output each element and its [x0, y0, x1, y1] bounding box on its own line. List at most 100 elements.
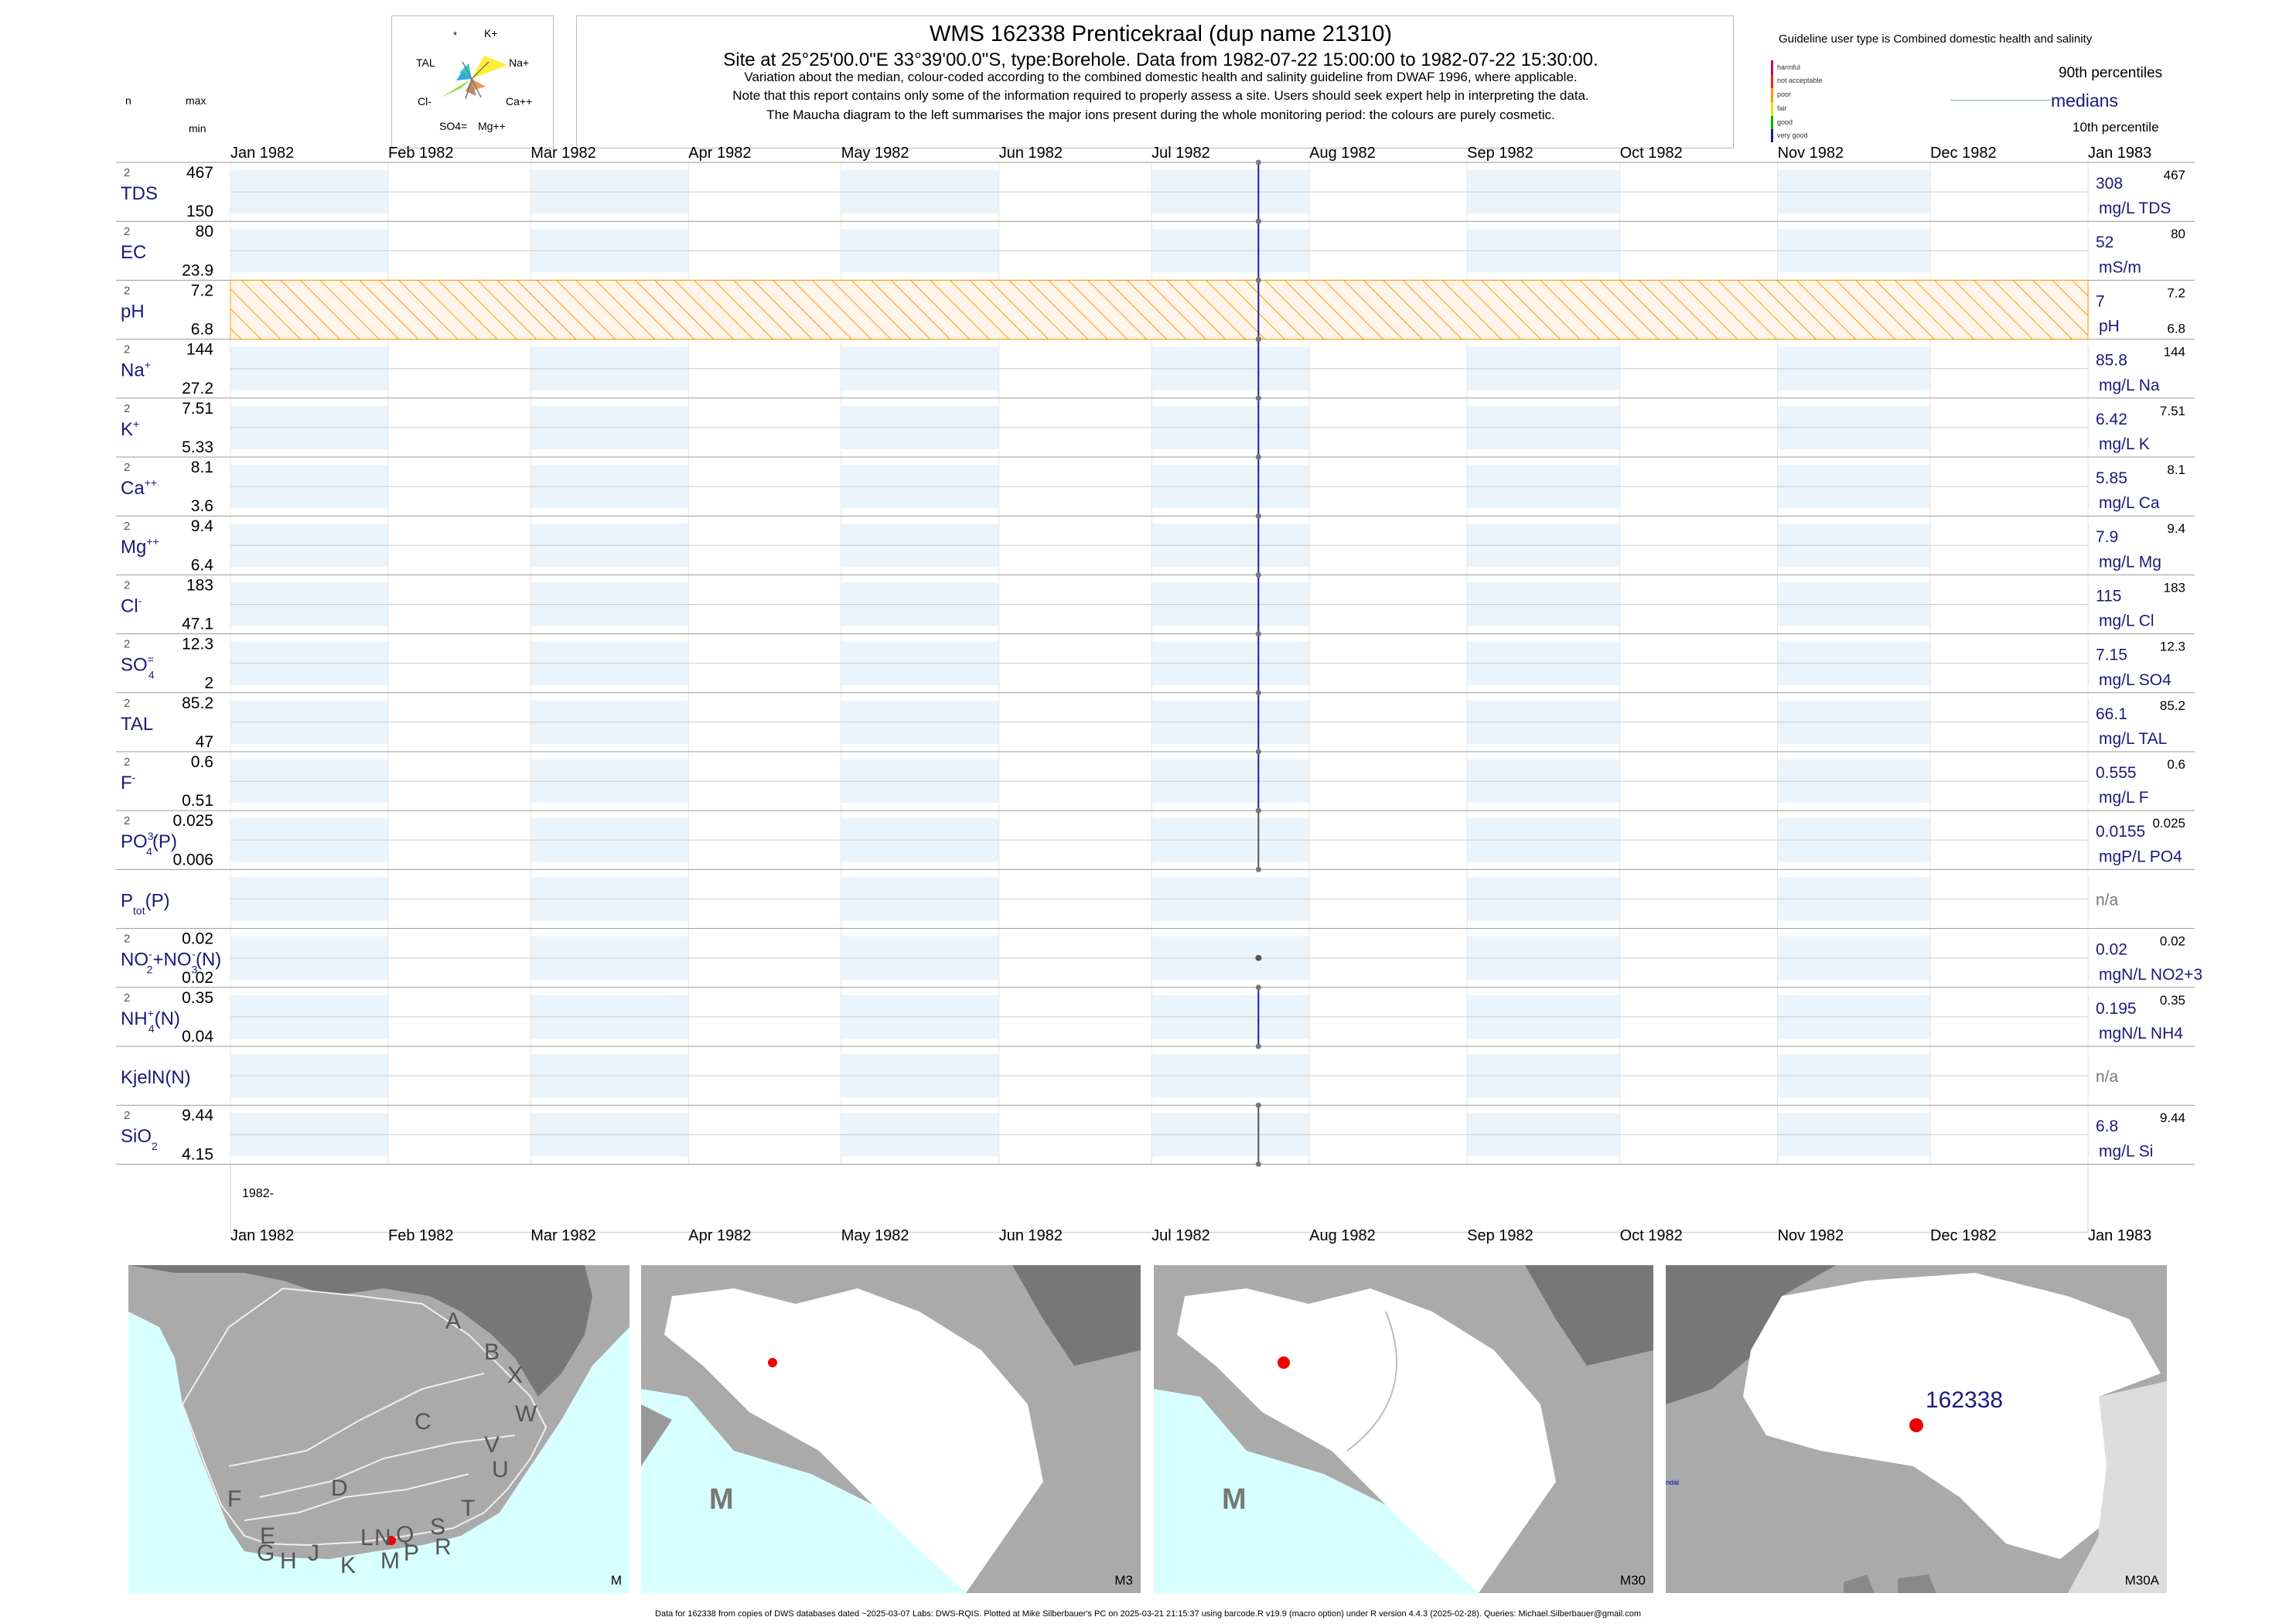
row-p90-value: 12.3	[2160, 640, 2185, 654]
row-max-value: 144	[186, 341, 213, 359]
row-unit: mgP/L PO4	[2099, 848, 2182, 865]
variable-label: EC	[121, 242, 146, 263]
month-label-top: Dec 1982	[1930, 145, 1997, 162]
row-p90-value: 9.4	[2167, 521, 2185, 536]
sample-count: 2	[124, 520, 130, 533]
maucha-label-star: *	[453, 29, 457, 41]
guideline-band-ph	[230, 279, 2089, 340]
month-band	[2088, 465, 2090, 509]
row-unit: mg/L Cl	[2099, 612, 2154, 630]
guideline-level-not-acceptable: not acceptable	[1777, 77, 1823, 84]
sample-count: 2	[124, 402, 130, 415]
sample-max-point	[1255, 218, 1261, 224]
month-label-top: Sep 1982	[1467, 145, 1534, 162]
month-band	[2088, 170, 2090, 214]
row-median-value: 0.02	[2096, 941, 2127, 959]
header-note-2: Note that this report contains only some…	[732, 88, 1589, 103]
region-letter: C	[415, 1409, 432, 1435]
region-letter: W	[515, 1401, 537, 1427]
month-band	[2088, 759, 2090, 803]
region-letter: L	[360, 1525, 374, 1551]
sample-max-point	[1255, 1102, 1261, 1108]
variable-label: Cl-	[121, 594, 142, 616]
variable-label: PO3-4(P)	[121, 830, 177, 858]
row-median-value: n/a	[2096, 1068, 2119, 1086]
region-letter: R	[435, 1534, 452, 1560]
month-band	[2088, 995, 2090, 1039]
row-max-value: 0.025	[172, 812, 213, 830]
maucha-label-ca: Ca++	[506, 95, 532, 107]
row-max-value: 7.51	[182, 400, 213, 418]
row-max-value: 85.2	[182, 694, 213, 712]
sample-count: 2	[124, 756, 130, 769]
sample-count: 2	[124, 697, 130, 710]
row-max-value: 183	[186, 576, 213, 594]
month-band	[2088, 1054, 2090, 1098]
row-min-value: 5.33	[182, 438, 213, 456]
row-unit: mg/L TAL	[2099, 730, 2167, 748]
guideline-level-good: good	[1777, 118, 1793, 126]
row-min-value: 2	[204, 674, 213, 692]
month-label-bottom: Jan 1983	[2088, 1227, 2151, 1244]
month-label-bottom: Feb 1982	[388, 1227, 454, 1244]
guideline-level-poor: poor	[1777, 90, 1792, 98]
map-m30-label: M30	[1619, 1573, 1646, 1588]
row-p90-value: 0.35	[2160, 993, 2185, 1008]
year-label: 1982-	[242, 1187, 274, 1200]
sample-max-point	[1255, 277, 1261, 283]
row-unit: mg/L Mg	[2099, 553, 2161, 571]
sample-count: 2	[124, 225, 130, 238]
row-median-value: 0.555	[2096, 764, 2137, 782]
region-letter: A	[445, 1308, 462, 1334]
row-unit: mg/L Si	[2099, 1142, 2153, 1160]
row-min-value: 0.02	[182, 969, 213, 987]
region-letter: M	[380, 1548, 400, 1574]
sample-point	[1255, 954, 1262, 961]
region-letter: H	[280, 1548, 297, 1574]
sample-max-point	[1255, 454, 1261, 460]
guideline-level-fair: fair	[1777, 104, 1787, 112]
row-max-value: 80	[196, 223, 213, 241]
variable-label: NH+ 4(N)	[121, 1007, 180, 1035]
month-band	[2088, 524, 2090, 568]
sample-count: 2	[124, 991, 130, 1005]
row-unit: mgN/L NH4	[2099, 1025, 2183, 1042]
row-median-value: 115	[2096, 587, 2121, 605]
month-label-top: Jul 1982	[1151, 145, 1210, 162]
header-note-3: The Maucha diagram to the left summarise…	[766, 107, 1555, 122]
row-min-value: 27.2	[182, 380, 213, 397]
month-band	[2088, 936, 2090, 980]
row-median-value: 0.0155	[2096, 823, 2145, 841]
sample-max-point	[1255, 690, 1261, 696]
sample-count: 2	[124, 578, 130, 592]
month-label-top: Oct 1982	[1620, 145, 1683, 162]
month-label-bottom: Jan 1982	[230, 1227, 294, 1244]
month-label-top: Apr 1982	[688, 145, 751, 162]
maucha-sector-na	[472, 56, 507, 79]
month-band	[2088, 582, 2090, 626]
sample-count: 2	[124, 1109, 130, 1122]
row-unit: mg/L F	[2099, 789, 2149, 807]
variable-label: TDS	[121, 183, 158, 204]
region-letter: B	[484, 1339, 500, 1365]
region-letter: V	[484, 1432, 500, 1458]
guideline-title: Guideline user type is Combined domestic…	[1779, 32, 2093, 46]
month-label-bottom: May 1982	[841, 1227, 909, 1244]
sample-max-point	[1255, 513, 1261, 519]
month-label-bottom: Dec 1982	[1930, 1227, 1997, 1244]
month-label-top: Feb 1982	[388, 145, 454, 162]
sample-min-point	[1255, 1043, 1261, 1049]
legend-median: medians	[2051, 90, 2118, 111]
variable-label: pH	[121, 301, 145, 322]
maucha-label-so4: SO4=	[439, 120, 467, 132]
guideline-level-very-good: very good	[1777, 131, 1808, 139]
map-site-label: 162338	[1926, 1387, 2004, 1413]
month-label-bottom: Nov 1982	[1778, 1227, 1844, 1244]
row-p90-value: 0.025	[2152, 816, 2185, 831]
map-m3: M M3	[641, 1265, 1141, 1593]
region-letter: T	[461, 1496, 476, 1521]
month-label-bottom: Jun 1982	[999, 1227, 1063, 1244]
region-letter: X	[507, 1363, 524, 1388]
sample-count: 2	[124, 461, 130, 474]
variable-label: TAL	[121, 714, 153, 735]
